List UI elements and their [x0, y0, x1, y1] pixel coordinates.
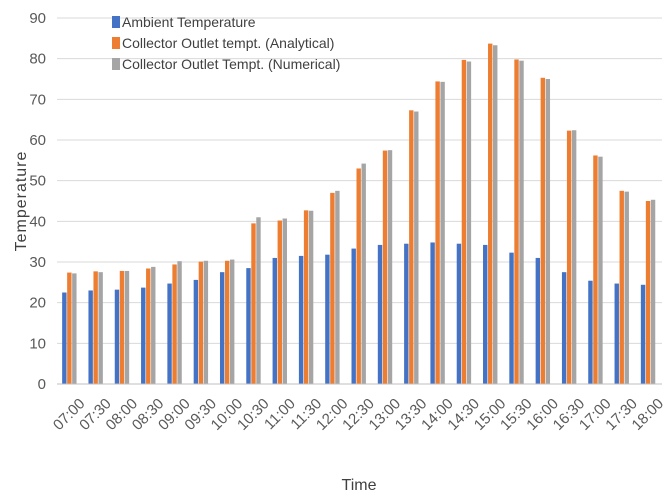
legend-swatch: [112, 58, 120, 70]
bar: [229, 259, 235, 384]
y-tick-label: 20: [29, 295, 46, 312]
bar: [198, 261, 204, 384]
bar: [251, 223, 256, 384]
bar: [282, 218, 287, 384]
bar: [483, 244, 488, 384]
y-tick-label: 0: [38, 376, 46, 393]
bar: [619, 190, 624, 384]
bar: [519, 60, 524, 384]
bar: [146, 268, 151, 384]
bar: [177, 261, 182, 384]
x-tick-labels: 07:0007:3008:0008:3009:0009:3010:0010:30…: [50, 395, 666, 434]
bars: [62, 43, 656, 385]
bar: [624, 191, 629, 384]
y-tick-label: 90: [29, 10, 46, 27]
bar: [193, 279, 199, 384]
bar: [488, 43, 493, 385]
y-axis-title: Temperature: [13, 151, 30, 252]
bar: [382, 150, 388, 384]
legend-label: Collector Outlet Tempt. (Numerical): [122, 56, 340, 72]
bar: [98, 272, 103, 384]
y-tick-label: 50: [29, 173, 46, 190]
y-tick-label: 80: [29, 51, 46, 68]
bar: [256, 217, 261, 384]
bar: [88, 290, 93, 384]
bar: [640, 284, 646, 384]
legend-swatch: [112, 37, 120, 49]
bar: [93, 271, 98, 384]
bar: [614, 283, 619, 384]
bar: [167, 283, 172, 384]
bar: [119, 270, 125, 384]
bar: [645, 201, 651, 384]
bar: [545, 79, 551, 384]
bar: [466, 61, 472, 384]
y-tick-label: 70: [29, 91, 46, 108]
y-tick-labels: 0 10 20 30 40 50 60 70 80 90: [29, 10, 46, 393]
bar: [246, 268, 251, 384]
bar: [430, 242, 435, 384]
y-tick-label: 40: [29, 213, 46, 230]
bar: [335, 190, 340, 384]
legend: Ambient Temperature Collector Outlet temp…: [112, 14, 340, 72]
bar: [593, 155, 598, 384]
legend-swatch: [112, 16, 120, 28]
bar: [540, 77, 546, 384]
bar: [219, 272, 225, 384]
bar: [172, 264, 177, 384]
bar: [330, 192, 335, 384]
bar: [535, 257, 541, 384]
bar: [377, 244, 383, 384]
bar: [298, 255, 304, 384]
bar: [440, 81, 445, 384]
bar: [493, 45, 498, 384]
bar: [224, 260, 230, 384]
bar: [409, 110, 414, 385]
bar: [124, 270, 130, 384]
legend-label: Ambient Temperature: [122, 14, 256, 30]
bar: [514, 59, 519, 384]
bar: [461, 59, 467, 385]
bar: [151, 266, 156, 384]
y-tick-label: 60: [29, 132, 46, 149]
bar: [351, 248, 356, 384]
bar: [361, 163, 366, 384]
bar: [509, 252, 514, 384]
bar: [456, 243, 462, 384]
bar: [141, 287, 146, 384]
y-tick-label: 10: [29, 335, 46, 352]
x-axis-title: Time: [342, 477, 377, 494]
bar: [308, 210, 314, 384]
bar: [571, 130, 577, 384]
bar: [277, 220, 282, 384]
bar: [561, 272, 567, 384]
bar: [356, 168, 361, 384]
bar: [650, 199, 656, 384]
bar: [67, 272, 72, 384]
bar: [203, 260, 209, 384]
bar: [566, 130, 572, 384]
bar: [598, 156, 603, 384]
bar: [325, 254, 330, 384]
bar: [387, 150, 393, 384]
bar: [72, 273, 77, 384]
bar: [414, 111, 419, 385]
bar: [62, 292, 67, 384]
bar: [404, 243, 409, 384]
bar: [435, 81, 440, 384]
bar: [114, 289, 120, 384]
y-tick-label: 30: [29, 254, 46, 271]
bar: [303, 210, 309, 384]
legend-label: Collector Outlet tempt. (Analytical): [122, 35, 334, 51]
bar: [272, 257, 277, 384]
bar: [588, 280, 593, 384]
